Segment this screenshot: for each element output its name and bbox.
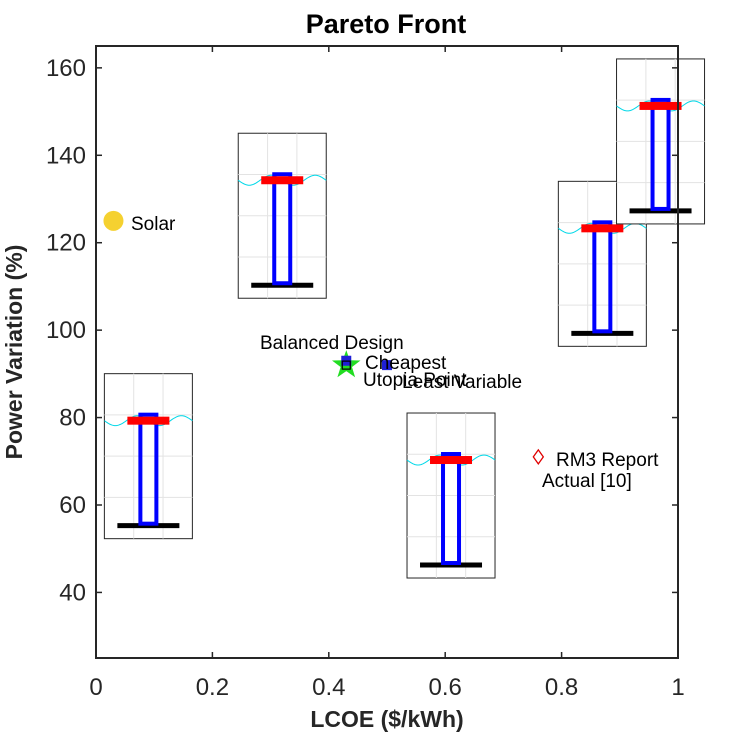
inset-spar bbox=[441, 452, 462, 566]
inset-spar bbox=[272, 172, 293, 286]
inset-float bbox=[639, 101, 682, 110]
x-tick-label: 0.6 bbox=[429, 674, 462, 701]
inset-float bbox=[261, 176, 304, 185]
label-rm3-actual: Actual [10] bbox=[542, 471, 632, 492]
x-tick-label: 0.2 bbox=[196, 674, 229, 701]
inset-float bbox=[127, 416, 170, 425]
inset-glyphs bbox=[103, 58, 706, 579]
y-tick-label: 140 bbox=[46, 142, 86, 169]
label-balanced-design: Balanced Design bbox=[260, 333, 404, 354]
data-markers bbox=[103, 210, 545, 466]
y-tick-label: 100 bbox=[46, 317, 86, 344]
annotation-labels: Solar Balanced Design Cheapest Utopia Po… bbox=[131, 214, 659, 492]
label-utopia-point: Utopia Point bbox=[363, 370, 467, 391]
chart-title: Pareto Front bbox=[306, 9, 467, 39]
x-axis-label: LCOE ($/kWh) bbox=[310, 706, 463, 732]
plot-frame bbox=[95, 45, 679, 659]
device-inset bbox=[103, 373, 193, 540]
y-tick-label: 160 bbox=[46, 55, 86, 82]
inset-spar bbox=[650, 97, 671, 211]
inset-float bbox=[430, 456, 473, 465]
marker-rm3-report-actual-10 bbox=[532, 448, 545, 466]
device-inset bbox=[616, 58, 706, 225]
y-tick-label: 60 bbox=[59, 492, 86, 519]
device-inset bbox=[406, 412, 496, 579]
y-tick-label: 40 bbox=[59, 579, 86, 606]
inset-float bbox=[581, 224, 624, 233]
x-tick-label: 0.4 bbox=[312, 674, 345, 701]
x-tick-label: 0 bbox=[89, 674, 102, 701]
device-inset bbox=[237, 132, 327, 299]
marker-solar bbox=[103, 210, 124, 231]
y-axis-label: Power Variation (%) bbox=[1, 245, 27, 460]
y-tick-label: 80 bbox=[59, 405, 86, 432]
x-tick-label: 1 bbox=[671, 674, 684, 701]
label-solar: Solar bbox=[131, 214, 176, 235]
label-cheapest: Cheapest bbox=[365, 353, 447, 374]
x-tick-label: 0.8 bbox=[545, 674, 578, 701]
inset-spar bbox=[592, 220, 613, 334]
label-rm3-report: RM3 Report bbox=[556, 450, 659, 471]
marker-utopia-point bbox=[341, 360, 351, 370]
y-tick-label: 120 bbox=[46, 230, 86, 257]
inset-spar bbox=[138, 412, 159, 526]
marker-least-variable bbox=[382, 360, 392, 371]
label-least-variable: Least Variable bbox=[402, 372, 522, 393]
